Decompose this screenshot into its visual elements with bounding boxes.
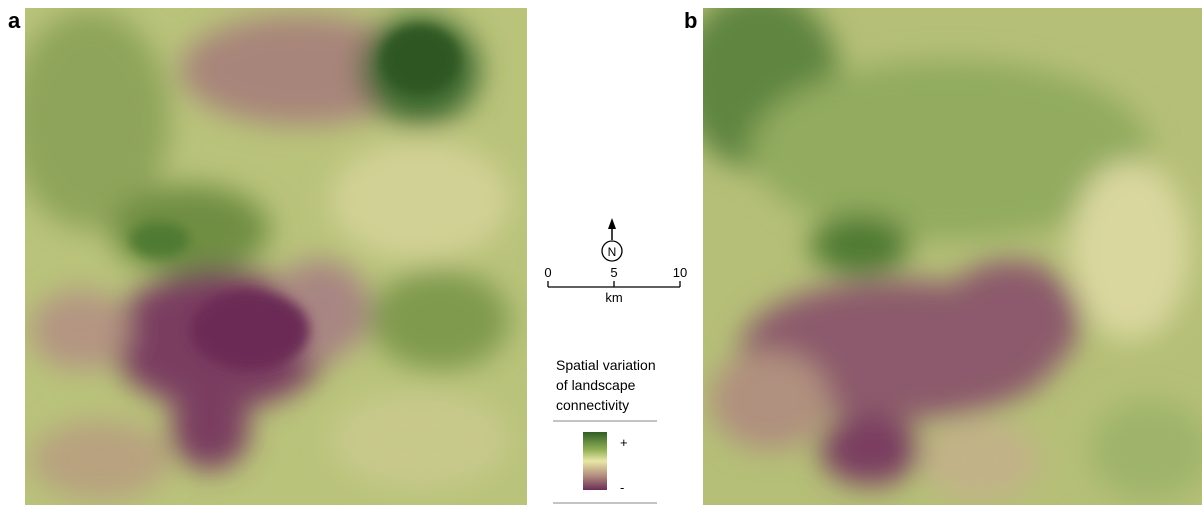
legend-title: Spatial variation (556, 357, 656, 373)
panel-label: a (8, 8, 21, 33)
scale-tick-label: 5 (610, 265, 617, 280)
color-bar (583, 432, 607, 490)
legend: Spatial variation of landscape connectiv… (553, 357, 657, 503)
scale-tick-label: 10 (673, 265, 687, 280)
scale-bar: 0 5 10 km (544, 265, 687, 305)
legend-low: - (620, 480, 624, 495)
panel-label: b (684, 8, 697, 33)
legend-high: + (620, 435, 628, 450)
scale-tick-label: 0 (544, 265, 551, 280)
legend-title: of landscape (556, 377, 636, 393)
north-label: N (608, 245, 617, 259)
map-b (680, 0, 1202, 505)
map-a (10, 8, 527, 505)
north-arrow: N (602, 218, 622, 261)
figure: a b N 0 5 10 km Spatial variation of lan… (0, 0, 1202, 505)
scale-unit: km (605, 290, 622, 305)
legend-title: connectivity (556, 397, 629, 413)
